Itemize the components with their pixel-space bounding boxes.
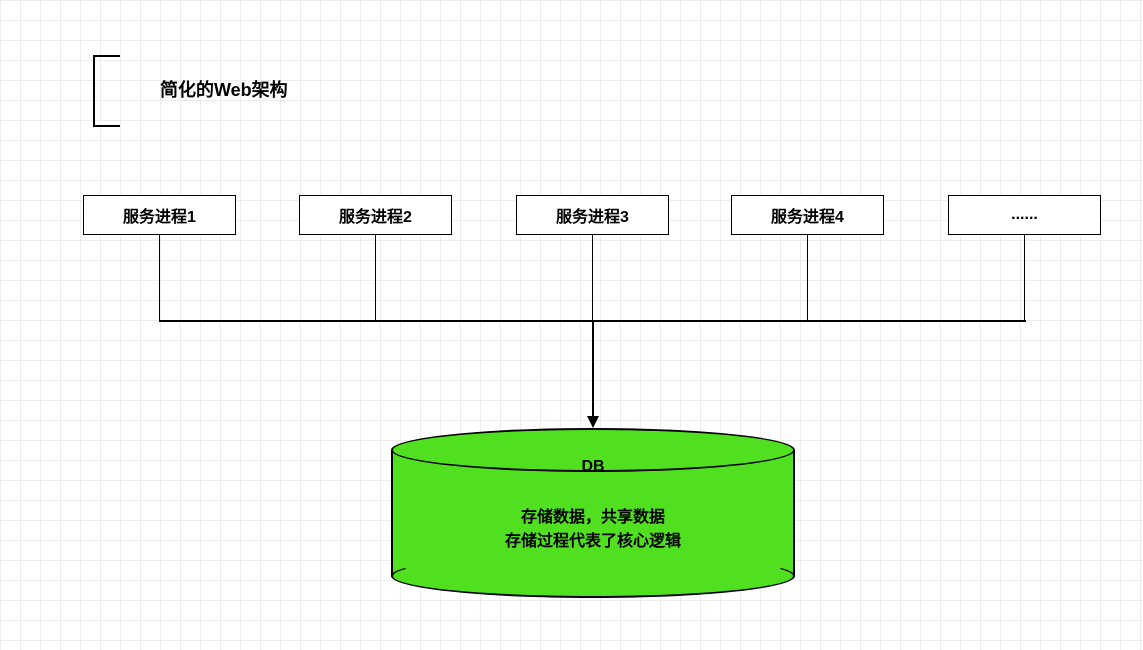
process-box-p1: 服务进程1 bbox=[83, 195, 236, 235]
connector-drop-p5 bbox=[1024, 235, 1026, 320]
process-box-p3: 服务进程3 bbox=[516, 195, 669, 235]
db-cylinder: DB 存储数据，共享数据 存储过程代表了核心逻辑 bbox=[391, 428, 795, 598]
connector-arrow-shaft bbox=[592, 320, 594, 418]
connector-drop-p4 bbox=[807, 235, 809, 320]
connector-drop-p3 bbox=[592, 235, 594, 320]
db-subtitle-line-2: 存储过程代表了核心逻辑 bbox=[391, 527, 795, 551]
title-bracket bbox=[93, 55, 120, 127]
process-box-p2: 服务进程2 bbox=[299, 195, 452, 235]
process-box-p4: 服务进程4 bbox=[731, 195, 884, 235]
connector-arrow-head bbox=[587, 416, 599, 428]
connector-drop-p2 bbox=[375, 235, 377, 320]
diagram-title: 简化的Web架构 bbox=[160, 76, 288, 102]
process-box-p5: ...... bbox=[948, 195, 1101, 235]
db-subtitle-line-1: 存储数据，共享数据 bbox=[391, 503, 795, 527]
db-cylinder-bottom-cap bbox=[391, 554, 795, 598]
db-title: DB bbox=[391, 458, 795, 476]
connector-drop-p1 bbox=[159, 235, 161, 320]
